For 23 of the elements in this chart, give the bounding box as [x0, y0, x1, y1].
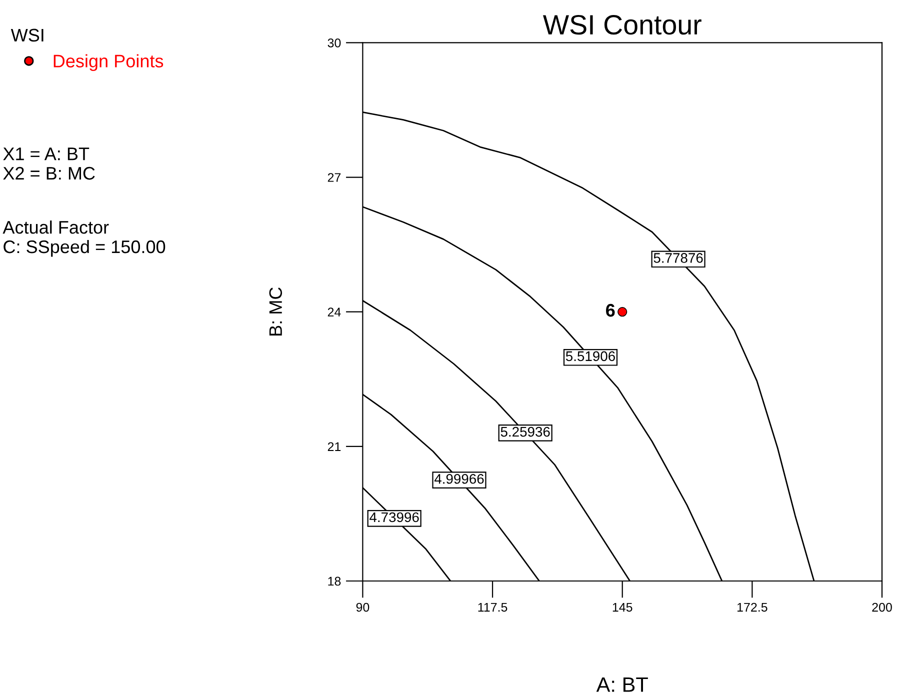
- x-tick-label: 200: [872, 602, 892, 612]
- y-axis-title: B: MC: [269, 287, 282, 336]
- series-label: 5.51906: [566, 351, 615, 362]
- series-label: 5.77876: [654, 253, 703, 263]
- series-label: 4.99966: [434, 474, 484, 484]
- text: Actual Factor C: SSpeed = 150.00: [2, 220, 166, 257]
- x-tick-label: 172.5: [737, 602, 768, 612]
- series-label: 5.25936: [500, 426, 550, 437]
- y-tick-label: 21: [328, 442, 341, 451]
- series-label: 4.73996: [370, 512, 419, 522]
- x-axis-title: A: BT: [596, 677, 648, 692]
- legend-label: Design Points: [54, 54, 164, 72]
- y-tick-label: 18: [328, 576, 341, 586]
- text: X1 = A: BT X2 = B: MC: [3, 148, 95, 180]
- y-tick-label: 27: [328, 173, 341, 182]
- annotation: 6: [606, 304, 615, 317]
- y-tick-label: 30: [328, 38, 341, 48]
- y-tick-label: 24: [328, 308, 341, 316]
- x-tick-label: 90: [356, 602, 370, 612]
- chart-title: WSI Contour: [542, 14, 702, 35]
- x-tick-label: 145: [612, 602, 632, 612]
- legend-title: WSI: [10, 28, 44, 42]
- x-tick-label: 117.5: [478, 602, 508, 612]
